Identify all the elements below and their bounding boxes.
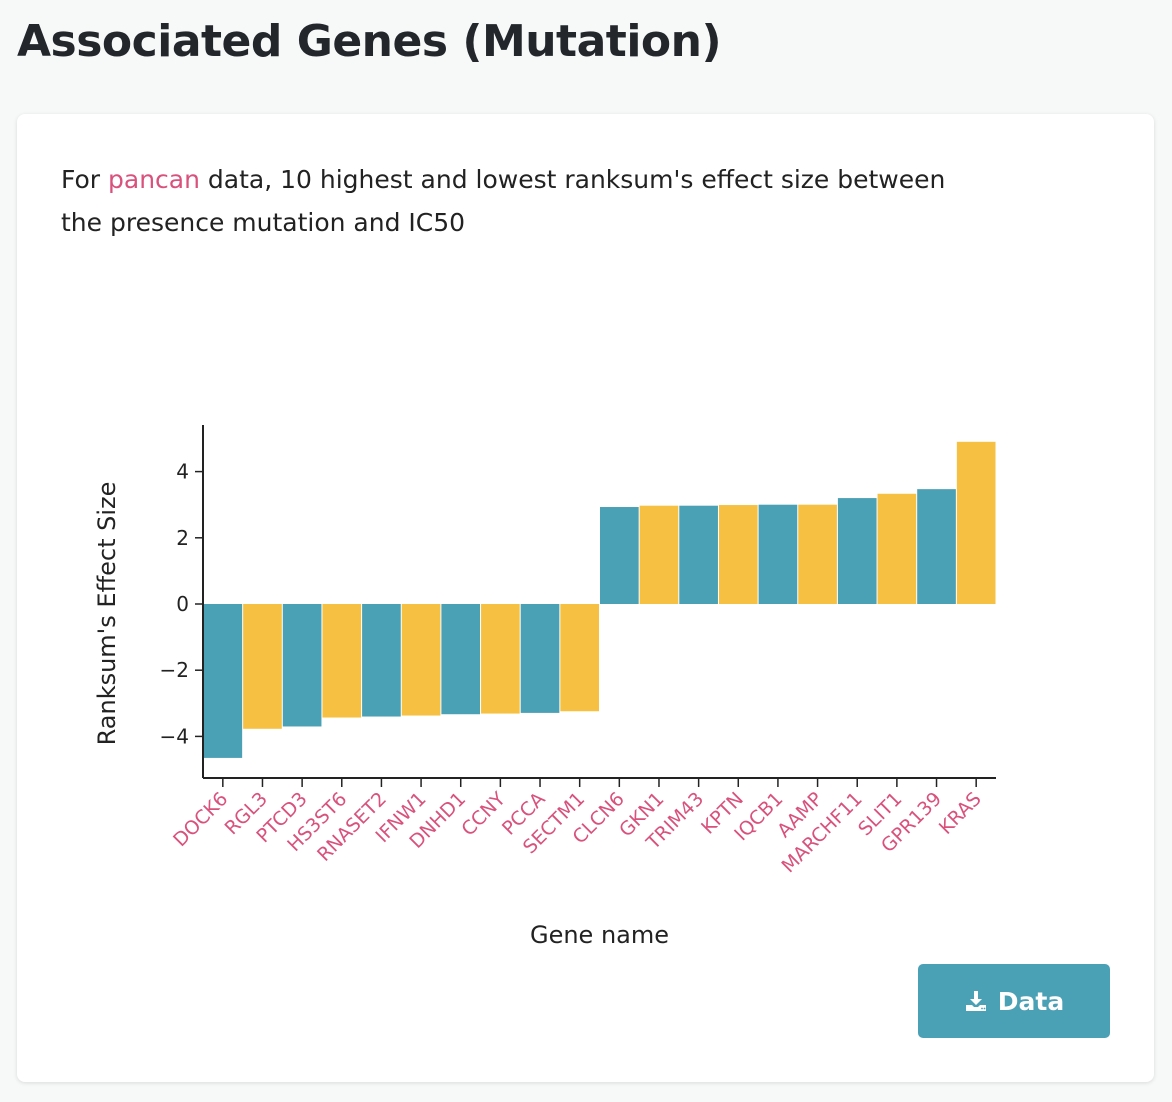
- y-tick-label: 4: [176, 460, 189, 484]
- bar-gkn1: [639, 505, 679, 604]
- chart-description: For pancan data, 10 highest and lowest r…: [61, 158, 961, 244]
- bar-slit1: [877, 493, 917, 604]
- y-tick-label: −2: [160, 658, 189, 682]
- x-axis-title: Gene name: [530, 921, 669, 949]
- bar-pcca: [520, 604, 560, 713]
- bar-gpr139: [917, 489, 956, 604]
- dataset-link[interactable]: pancan: [108, 165, 200, 194]
- gene-label-kras[interactable]: KRAS: [935, 788, 986, 839]
- bar-aamp: [798, 504, 837, 604]
- bar-rnaset2: [362, 604, 401, 717]
- y-axis-title: Ranksum's Effect Size: [93, 482, 121, 746]
- bar-sectm1: [560, 604, 599, 712]
- bar-dock6: [203, 604, 243, 758]
- y-tick-label: −4: [160, 724, 189, 748]
- bar-iqcb1: [758, 504, 798, 604]
- bar-marchf11: [837, 498, 877, 604]
- bar-ptcd3: [282, 604, 322, 727]
- download-button-label: Data: [997, 986, 1065, 1016]
- gene-label-ccny[interactable]: CCNY: [457, 788, 510, 841]
- bar-trim43: [679, 505, 718, 604]
- chart-card: For pancan data, 10 highest and lowest r…: [17, 114, 1154, 1082]
- y-tick-label: 2: [176, 526, 189, 550]
- bar-kptn: [718, 505, 758, 604]
- bar-ccny: [481, 604, 520, 714]
- bar-rgl3: [243, 604, 282, 729]
- y-tick-label: 0: [176, 592, 189, 616]
- bar-kras: [956, 441, 996, 604]
- bar-hs3st6: [322, 604, 362, 718]
- download-data-button[interactable]: Data: [918, 964, 1110, 1038]
- effect-size-bar-chart: 420−2−4DOCK6RGL3PTCD3HS3ST6RNASET2IFNW1D…: [93, 425, 996, 949]
- download-icon: [965, 991, 986, 1011]
- bar-dnhd1: [441, 604, 481, 715]
- bar-clcn6: [600, 507, 639, 604]
- gene-label-dock6[interactable]: DOCK6: [169, 788, 232, 851]
- bar-ifnw1: [401, 604, 441, 716]
- description-prefix: For: [61, 165, 109, 194]
- page-title: Associated Genes (Mutation): [17, 16, 722, 67]
- description-suffix: data, 10 highest and lowest ranksum's ef…: [61, 165, 946, 237]
